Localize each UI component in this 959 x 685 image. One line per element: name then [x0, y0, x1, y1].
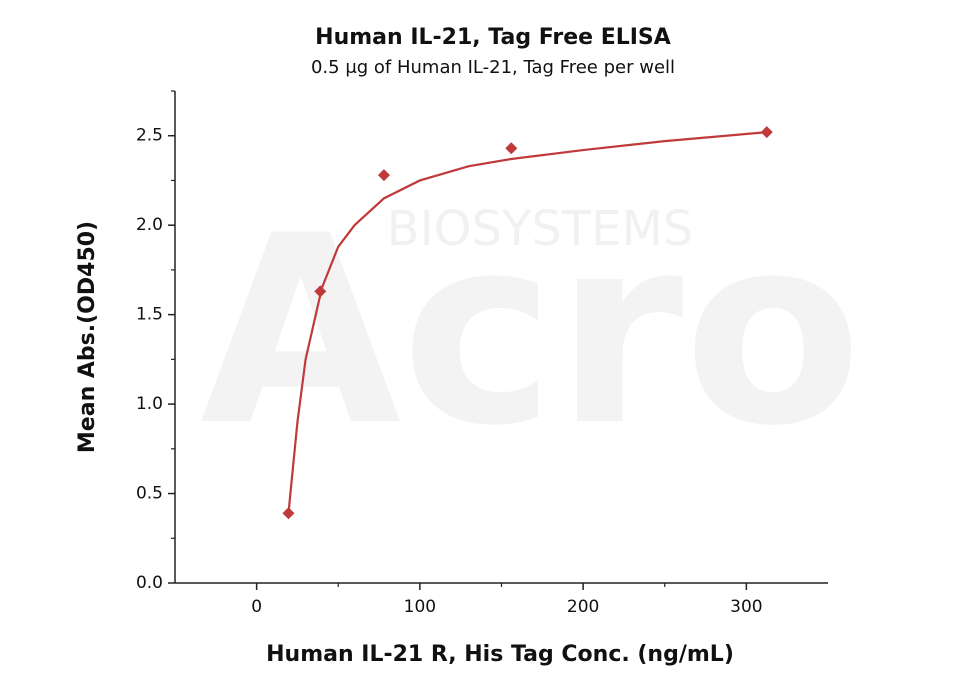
data-point	[760, 126, 773, 139]
data-point	[505, 142, 518, 155]
data-point	[282, 507, 295, 520]
chart-title: Human IL-21, Tag Free ELISA	[315, 25, 671, 50]
fit-curve	[287, 131, 767, 514]
y-tick-label: 0.5	[136, 484, 163, 504]
y-tick-label: 1.0	[136, 394, 163, 414]
data-point	[314, 285, 327, 298]
x-tick-label: 0	[251, 597, 262, 617]
y-tick-label: 2.0	[136, 215, 163, 235]
chart-subtitle: 0.5 μg of Human IL-21, Tag Free per well	[311, 57, 675, 78]
x-tick-label: 100	[404, 597, 436, 617]
watermark: BIOSYSTEMS	[387, 201, 694, 257]
data-point	[377, 169, 390, 182]
y-tick-label: 1.5	[136, 305, 163, 325]
watermark: Acro	[200, 181, 862, 483]
y-tick-label: 0.0	[136, 573, 163, 593]
x-tick-label: 200	[567, 597, 599, 617]
x-tick-label: 300	[730, 597, 762, 617]
x-axis-label: Human IL-21 R, His Tag Conc. (ng/mL)	[266, 642, 734, 667]
y-tick-label: 2.5	[136, 126, 163, 146]
y-axis-label: Mean Abs.(OD450)	[75, 221, 100, 453]
